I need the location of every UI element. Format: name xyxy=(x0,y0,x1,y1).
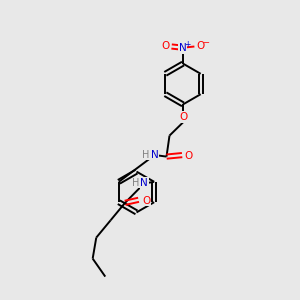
Text: H: H xyxy=(133,178,140,188)
Text: +: + xyxy=(184,40,191,49)
Text: O: O xyxy=(197,41,205,51)
Text: O: O xyxy=(142,196,150,206)
Text: O: O xyxy=(179,112,187,122)
Text: N: N xyxy=(140,178,148,188)
Text: N: N xyxy=(178,43,186,53)
Text: −: − xyxy=(202,38,209,47)
Text: H: H xyxy=(142,150,149,160)
Text: N: N xyxy=(151,150,158,160)
Text: O: O xyxy=(184,151,193,161)
Text: O: O xyxy=(161,41,169,52)
